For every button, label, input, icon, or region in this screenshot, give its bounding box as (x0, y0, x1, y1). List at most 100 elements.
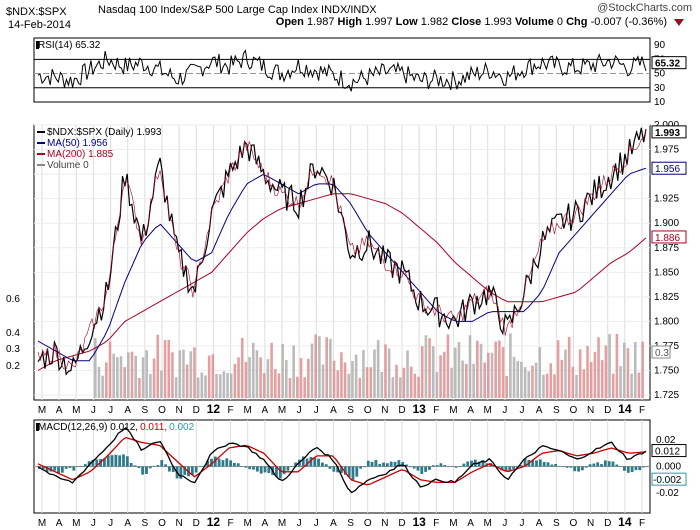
macd-histogram-bar (313, 457, 317, 467)
volume-bar (409, 366, 413, 398)
macd-x-label: 14 (618, 515, 632, 529)
volume-bar (204, 375, 207, 398)
macd-histogram-bar (248, 466, 252, 470)
volume-bar (163, 340, 167, 398)
macd-histogram-bar (535, 460, 538, 467)
price-x-label: N (176, 405, 183, 416)
volume-axis-label: 0.3 (6, 344, 20, 355)
macd-histogram-bar (221, 460, 225, 467)
chart-date: 14-Feb-2014 (8, 19, 71, 31)
macd-histogram-bar (301, 456, 305, 467)
macd-histogram-bar (393, 461, 397, 467)
macd-x-label: J (520, 518, 525, 529)
macd-x-label: M (72, 518, 80, 529)
volume-value-tag (651, 345, 671, 359)
volume-bar (182, 349, 185, 398)
macd-histogram-bar (60, 466, 64, 473)
macd-histogram-bar (133, 465, 137, 467)
macd-histogram-bar (561, 466, 565, 468)
macd-histogram-bar (397, 460, 401, 467)
macd-histogram-bar (401, 462, 405, 467)
price-x-label: J (297, 405, 302, 416)
price-x-label: A (536, 405, 543, 416)
volume-bar (413, 373, 417, 398)
volume-bar (112, 353, 115, 398)
price-x-label: M (484, 405, 492, 416)
volume-bar (215, 373, 218, 398)
macd-x-label: D (604, 518, 611, 529)
macd-histogram-bar (53, 466, 57, 471)
macd-histogram-bar (435, 465, 439, 467)
volume-bar (123, 367, 126, 398)
volume-bar (582, 369, 586, 398)
macd-tick-label: -0.02 (656, 488, 679, 499)
rsi-line (37, 49, 647, 92)
macd-histogram-bar (263, 466, 267, 473)
macd-histogram-bar (626, 466, 630, 473)
volume-bar (222, 371, 226, 398)
macd-histogram-bar (259, 466, 263, 474)
macd-histogram-bar (233, 462, 236, 467)
macd-histogram-bar (508, 466, 512, 472)
macd-histogram-bar (450, 466, 454, 467)
macd-histogram-bar (580, 466, 584, 471)
macd-histogram-bar (542, 461, 546, 467)
volume-bar (420, 346, 424, 398)
volume-bar (127, 352, 130, 398)
macd-histogram-bar (183, 466, 187, 475)
volume-bar (453, 347, 457, 398)
volume-bar (233, 363, 237, 398)
macd-histogram-bar (240, 466, 244, 467)
macd-histogram-bar (374, 459, 378, 467)
volume-axis-label: 0.2 (6, 361, 20, 372)
volume-bar (240, 337, 244, 398)
price-x-label: M (38, 405, 46, 416)
rsi-value-tag (651, 56, 687, 70)
macd-histogram-bar (198, 466, 202, 467)
price-x-label: A (330, 405, 337, 416)
price-x-label: A (467, 405, 474, 416)
volume-bar (457, 342, 461, 398)
rsi-panel (33, 37, 651, 103)
macd-histogram-bar (416, 466, 420, 471)
volume-bar (476, 340, 479, 398)
macd-histogram-bar (190, 466, 194, 475)
macd-histogram-bar (80, 465, 83, 467)
macd-histogram-bar (531, 460, 535, 467)
rsi-tick-label: 30 (654, 83, 666, 94)
macd-histogram-bar (439, 463, 443, 467)
price-tick-label: 1.750 (654, 366, 679, 377)
volume-bar (534, 362, 538, 398)
macd-histogram-bar (41, 466, 45, 470)
macd-histogram-bar (454, 466, 458, 468)
macd-histogram-bar (64, 466, 68, 469)
price-x-label: S (142, 405, 149, 416)
price-x-label: J (314, 405, 319, 416)
price-value-tag-text: 1.993 (655, 128, 680, 139)
price-x-label: 13 (412, 402, 426, 416)
price-x-label: O (158, 405, 166, 416)
macd-histogram-bar (87, 461, 91, 467)
volume-bar (307, 358, 310, 398)
volume-bar (97, 366, 101, 398)
macd-line (37, 427, 647, 494)
macd-histogram-bar (171, 466, 175, 473)
macd-histogram-bar (634, 466, 638, 471)
price-x-label: M (244, 405, 252, 416)
volume-bar (626, 348, 630, 398)
volume-bar (611, 373, 615, 398)
macd-histogram-bar (332, 466, 336, 472)
rsi-value-text: 65.32 (655, 59, 680, 70)
volume-bar (340, 352, 343, 398)
price-legend-label: Volume 0 (47, 160, 89, 171)
macd-histogram-bar (420, 466, 424, 474)
volume-bar (578, 349, 582, 398)
price-x-label: A (56, 405, 63, 416)
price-x-label: M (278, 405, 286, 416)
chart-description: Nasdaq 100 Index/S&P 500 Large Cap Index… (98, 4, 377, 16)
rsi-legend-swatch (36, 41, 39, 49)
macd-histogram-bar (91, 459, 95, 467)
macd-histogram-bar (600, 464, 603, 467)
macd-histogram-bar (217, 458, 221, 467)
volume-bar (622, 342, 626, 398)
